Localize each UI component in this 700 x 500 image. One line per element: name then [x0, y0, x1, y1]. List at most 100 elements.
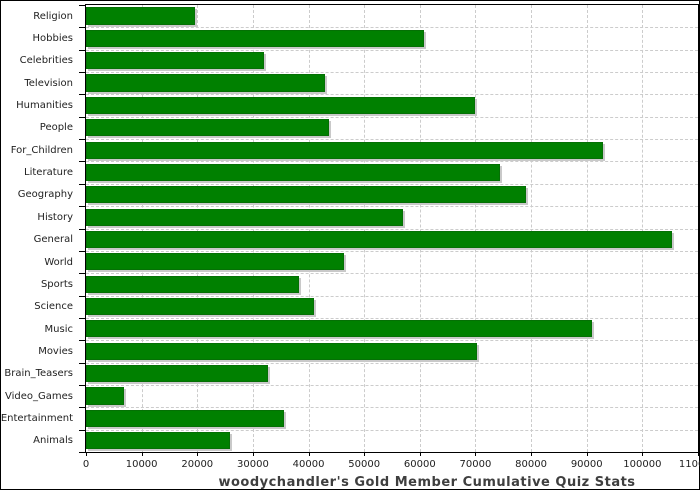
bar-geography	[86, 186, 527, 204]
y-gridline	[86, 206, 698, 208]
y-gridline	[86, 429, 698, 431]
x-tick-label: 30000	[237, 459, 269, 470]
category-label: People	[39, 122, 73, 134]
bar-celebrities	[86, 52, 265, 70]
bar-religion	[86, 7, 196, 25]
x-tick-label: 20000	[181, 459, 214, 470]
y-gridline	[86, 384, 698, 386]
y-axis-tick	[79, 139, 85, 141]
x-tick-label: 80000	[515, 459, 547, 470]
category-label: Television	[24, 77, 73, 89]
x-tick-label: 10000	[125, 459, 158, 470]
bar-hobbies	[86, 29, 425, 47]
y-gridline	[86, 94, 698, 96]
category-label: History	[37, 211, 73, 223]
y-gridline	[86, 407, 698, 409]
y-axis-tick	[79, 206, 85, 208]
category-label: Sports	[40, 278, 73, 290]
category-label: Brain_Teasers	[4, 368, 73, 380]
y-axis-tick	[79, 116, 85, 118]
y-axis-tick	[79, 183, 85, 185]
bar-people	[86, 119, 330, 137]
x-axis-tick	[141, 452, 143, 456]
y-axis-tick	[79, 228, 85, 230]
y-axis-tick	[79, 72, 85, 74]
plot-frame	[85, 4, 699, 453]
category-label: Entertainment	[0, 412, 73, 424]
x-axis-tick	[531, 452, 533, 456]
y-gridline	[86, 161, 698, 163]
category-label: Science	[34, 301, 73, 313]
y-gridline	[86, 72, 698, 74]
y-axis-tick	[79, 295, 85, 297]
y-axis-tick	[79, 407, 85, 409]
bar-video_games	[86, 387, 125, 405]
y-axis-tick	[79, 452, 85, 453]
y-axis-tick	[79, 340, 85, 342]
x-axis-tick	[419, 452, 421, 456]
bar-world	[86, 253, 344, 271]
bar-music	[86, 320, 593, 338]
bar-science	[86, 297, 315, 316]
x-tick-label: 70000	[459, 459, 492, 470]
y-gridline	[86, 27, 698, 29]
y-gridline	[86, 49, 698, 51]
y-gridline	[86, 250, 698, 252]
category-label: Hobbies	[32, 33, 73, 45]
x-axis-tick	[308, 452, 310, 456]
y-axis-tick	[79, 5, 85, 6]
category-label: Celebrities	[19, 55, 73, 67]
category-label: Animals	[33, 435, 73, 447]
bar-movies	[86, 342, 478, 360]
y-axis-tick	[79, 94, 85, 96]
x-axis-tick	[586, 452, 588, 456]
category-label: For_Children	[10, 144, 73, 156]
y-axis-tick	[79, 250, 85, 252]
category-label: Music	[44, 323, 73, 335]
bar-sports	[86, 275, 299, 293]
category-label: Movies	[38, 345, 73, 357]
x-tick-label: 50000	[348, 459, 381, 470]
y-axis-tick	[79, 161, 85, 163]
bar-television	[86, 74, 325, 92]
x-axis-tick	[475, 452, 477, 456]
y-gridline	[86, 116, 698, 118]
y-gridline	[86, 228, 698, 230]
category-label: Geography	[17, 189, 73, 201]
x-axis-tick	[252, 452, 254, 456]
bar-history	[86, 208, 404, 226]
y-axis-tick	[79, 384, 85, 386]
bar-literature	[86, 163, 501, 182]
x-axis-tick	[86, 452, 87, 456]
category-label: Humanities	[16, 100, 73, 112]
x-tick-label: 40000	[292, 459, 325, 470]
x-axis-tick	[698, 452, 699, 456]
y-axis-tick	[79, 273, 85, 275]
y-gridline	[86, 295, 698, 297]
x-tick-label: 110000	[678, 459, 700, 470]
category-label: World	[44, 256, 73, 268]
x-axis-tick	[364, 452, 366, 456]
y-gridline	[86, 340, 698, 342]
y-axis-tick	[79, 27, 85, 29]
y-axis-tick	[79, 429, 85, 431]
y-gridline	[86, 317, 698, 319]
y-axis-tick	[79, 317, 85, 319]
y-gridline	[86, 183, 698, 185]
y-gridline	[86, 362, 698, 364]
bar-brain_teasers	[86, 365, 268, 383]
category-label: Literature	[24, 167, 73, 179]
category-label: General	[33, 234, 73, 246]
y-gridline	[86, 273, 698, 275]
x-axis-tick	[642, 452, 644, 456]
category-label: Video_Games	[5, 390, 73, 402]
bar-animals	[86, 432, 231, 450]
bar-humanities	[86, 96, 475, 114]
bar-for_children	[86, 141, 603, 159]
x-tick-label: 100000	[623, 459, 662, 470]
x-tick-label: 60000	[403, 459, 436, 470]
category-label: Religion	[33, 10, 73, 22]
x-tick-label: 0	[82, 459, 90, 470]
